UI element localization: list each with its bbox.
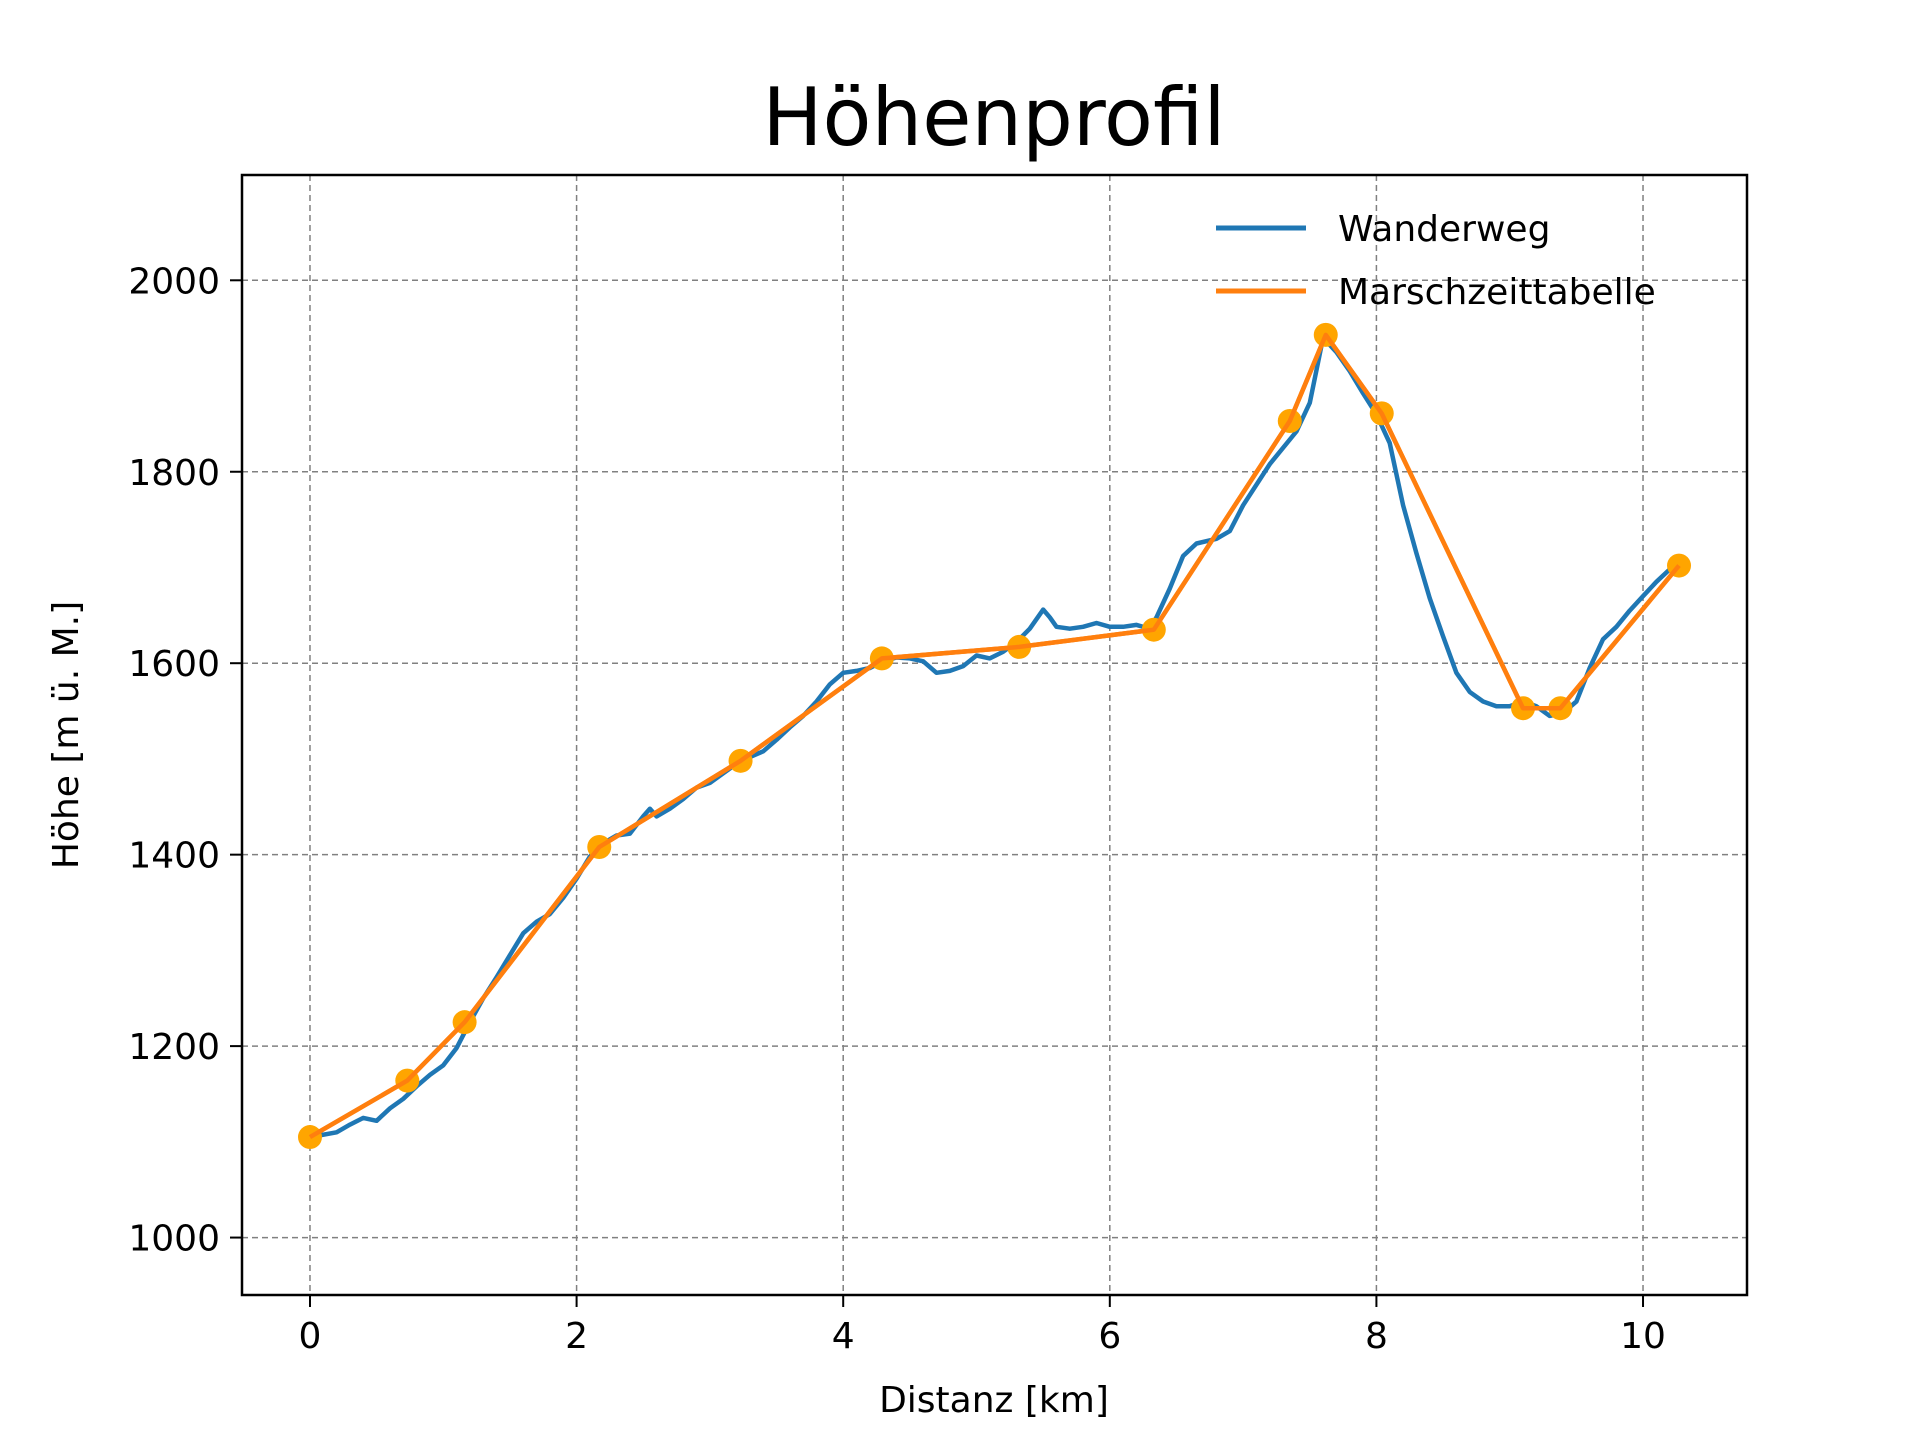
marker-layer: [297, 322, 1692, 1150]
tick-layer: 0 2 4 6 8 10 1000 1200 1400 1600 1800 2000: [128, 261, 1666, 1357]
x-tick-label: 6: [1098, 1316, 1121, 1357]
grid-layer: [242, 175, 1747, 1295]
x-tick-label: 0: [299, 1316, 322, 1357]
y-tick-label: 1200: [128, 1027, 220, 1068]
y-axis-label: Höhe [m ü. M.]: [46, 601, 87, 869]
x-axis-label: Distanz [km]: [879, 1380, 1109, 1421]
plot-frame: [240, 173, 1749, 1297]
y-tick-label: 1400: [128, 836, 220, 877]
y-tick-label: 1800: [128, 453, 220, 494]
y-tick-label: 2000: [128, 261, 220, 302]
legend: Wanderweg Marschzeittabelle: [1216, 209, 1656, 313]
x-tick-label: 8: [1365, 1316, 1388, 1357]
y-tick-label: 1000: [128, 1219, 220, 1260]
x-tick-label: 2: [565, 1316, 588, 1357]
y-tick-label: 1600: [128, 644, 220, 685]
series-line-marschzeittabelle-overlay: [308, 332, 1681, 1140]
legend-label-wanderweg: Wanderweg: [1338, 209, 1550, 250]
x-tick-label: 10: [1620, 1316, 1666, 1357]
chart-title: Höhenprofil: [762, 71, 1225, 164]
x-tick-label: 4: [832, 1316, 855, 1357]
legend-label-marschzeittabelle: Marschzeittabelle: [1338, 272, 1656, 313]
